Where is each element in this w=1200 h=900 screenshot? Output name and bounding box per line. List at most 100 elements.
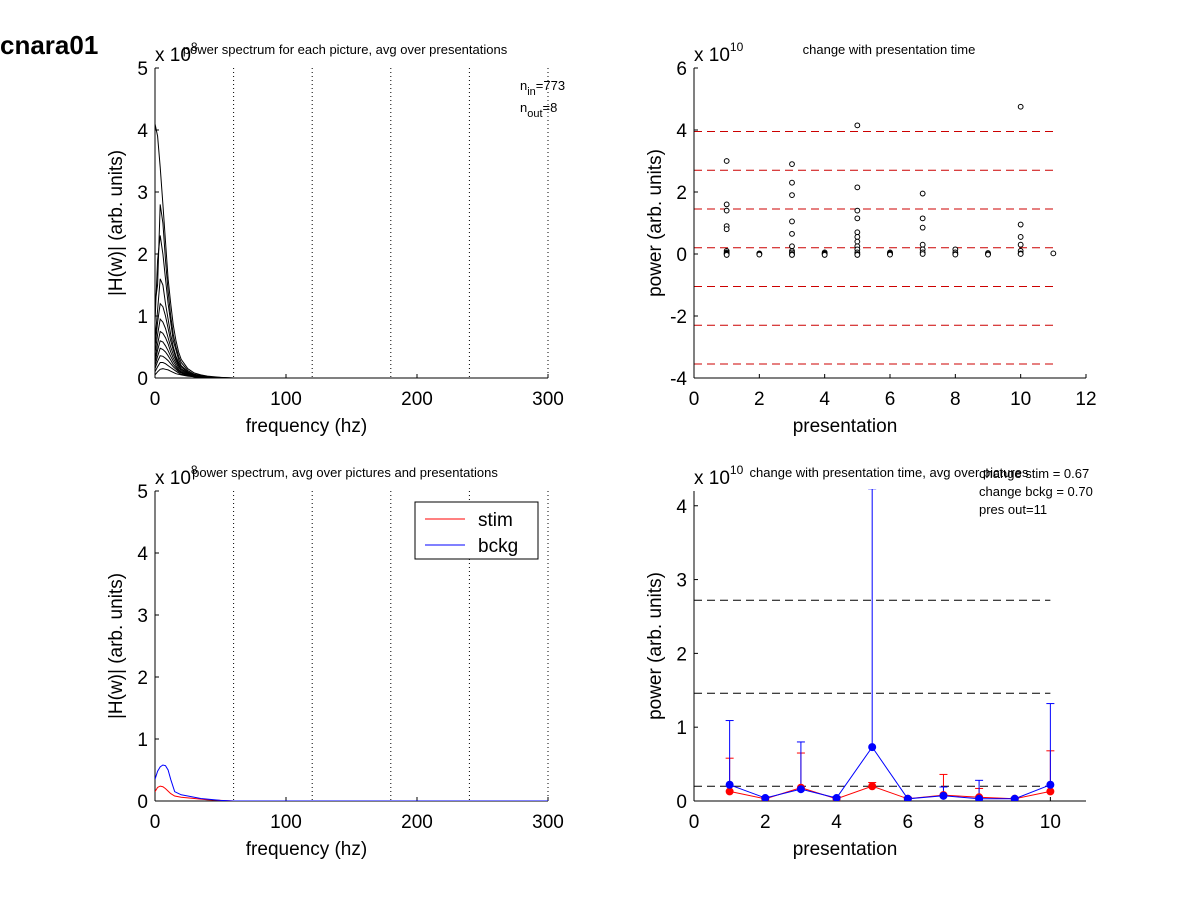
data-point bbox=[723, 252, 730, 258]
x-tick-label: 200 bbox=[401, 389, 433, 410]
x-tick-label: 8 bbox=[950, 389, 961, 410]
x-tick-label: 100 bbox=[270, 389, 302, 410]
y-tick-label: 1 bbox=[137, 307, 148, 328]
x-tick-label: 100 bbox=[270, 812, 302, 833]
series-line-stim bbox=[155, 785, 548, 801]
x-tick-label: 0 bbox=[689, 389, 700, 410]
y-axis-label: |H(w)| (arb. units) bbox=[106, 150, 127, 296]
data-point bbox=[1017, 241, 1024, 248]
y-tick-label: 4 bbox=[676, 121, 687, 142]
data-point bbox=[854, 238, 861, 245]
data-point bbox=[789, 161, 795, 168]
x-axis-label: frequency (hz) bbox=[246, 839, 367, 860]
data-point-bckg bbox=[939, 791, 948, 800]
data-point bbox=[1050, 250, 1057, 257]
y-tick-label: 3 bbox=[676, 571, 687, 592]
axis-exponent-label: x 108 bbox=[155, 40, 198, 66]
y-tick-label: 6 bbox=[676, 59, 687, 80]
x-tick-label: 200 bbox=[401, 812, 433, 833]
y-axis-label: power (arb. units) bbox=[645, 149, 666, 297]
y-tick-label: 5 bbox=[137, 59, 148, 80]
y-tick-label: 2 bbox=[137, 245, 148, 266]
x-axis-label: presentation bbox=[793, 416, 898, 437]
series-line-2 bbox=[155, 235, 548, 378]
annotation-sub: in bbox=[527, 86, 536, 98]
data-point bbox=[919, 251, 926, 257]
data-point-bckg bbox=[832, 794, 841, 801]
annotation: pres out=11 bbox=[979, 502, 1047, 517]
y-tick-label: 4 bbox=[137, 121, 148, 142]
x-tick-label: 4 bbox=[819, 389, 830, 410]
data-point bbox=[854, 252, 861, 258]
annotation-out: nout=8 bbox=[520, 100, 557, 120]
annotation-base: n bbox=[520, 78, 527, 93]
annotation-value: =8 bbox=[543, 100, 558, 115]
annotation-sub: out bbox=[527, 108, 542, 120]
y-tick-label: 2 bbox=[676, 183, 687, 204]
y-tick-label: 5 bbox=[137, 482, 148, 503]
y-tick-label: 2 bbox=[676, 644, 687, 665]
x-tick-label: 2 bbox=[760, 812, 771, 833]
y-tick-label: 1 bbox=[137, 730, 148, 751]
series-line-1 bbox=[155, 204, 548, 378]
exponent-base: x 10 bbox=[694, 45, 730, 66]
data-point bbox=[919, 215, 926, 222]
figure-title: cnara01 bbox=[0, 30, 99, 60]
annotation-in: nin=773 bbox=[520, 78, 565, 98]
legend: stim bckg bbox=[414, 501, 539, 560]
annotation: change stim = 0.67 bbox=[979, 466, 1089, 481]
y-tick-label: 3 bbox=[137, 606, 148, 627]
data-point bbox=[756, 251, 763, 258]
plot-title: change with presentation time bbox=[803, 42, 976, 57]
data-point bbox=[854, 207, 861, 214]
data-point-stim bbox=[725, 787, 734, 796]
y-tick-label: 0 bbox=[676, 245, 687, 266]
data-point bbox=[919, 190, 926, 197]
data-point bbox=[1017, 251, 1024, 257]
series-line-3 bbox=[155, 278, 548, 378]
data-point bbox=[821, 252, 828, 258]
data-point-bckg bbox=[975, 794, 984, 801]
series-line-10 bbox=[155, 362, 548, 378]
y-tick-label: -2 bbox=[670, 307, 687, 328]
data-point-bckg bbox=[796, 785, 805, 794]
data-point bbox=[789, 192, 795, 199]
series-line-bckg bbox=[155, 764, 548, 801]
x-tick-label: 0 bbox=[689, 812, 700, 833]
series-line-4 bbox=[155, 302, 548, 378]
data-point-stim bbox=[868, 782, 877, 791]
x-tick-label: 10 bbox=[1040, 812, 1061, 833]
data-point-bckg bbox=[903, 794, 912, 801]
exponent-base: x 10 bbox=[155, 468, 191, 489]
y-tick-label: -4 bbox=[670, 369, 687, 390]
data-point bbox=[854, 229, 861, 236]
data-point bbox=[789, 243, 795, 250]
x-tick-label: 12 bbox=[1075, 389, 1096, 410]
plot-title: change with presentation time, avg over … bbox=[750, 465, 1029, 480]
plot-title: power spectrum, avg over pictures and pr… bbox=[192, 465, 498, 480]
data-point bbox=[789, 230, 795, 237]
data-point bbox=[723, 207, 730, 214]
data-point bbox=[919, 224, 926, 231]
x-tick-label: 4 bbox=[831, 812, 842, 833]
y-tick-label: 2 bbox=[137, 668, 148, 689]
data-layer bbox=[155, 764, 548, 801]
legend-box bbox=[414, 501, 539, 560]
data-point bbox=[985, 251, 991, 258]
annotation-value: =773 bbox=[536, 78, 565, 93]
data-point bbox=[854, 184, 861, 191]
plot-p2: 0 2 4 6 8 10 12 -4 -2 0 2 4 6 presentation power (arb.… bbox=[645, 40, 1097, 437]
series-line-6 bbox=[155, 330, 548, 378]
x-tick-label: 10 bbox=[1010, 389, 1031, 410]
data-point bbox=[789, 179, 795, 186]
series-line-0 bbox=[155, 123, 548, 378]
series-line-11 bbox=[155, 368, 548, 378]
y-tick-label: 4 bbox=[137, 544, 148, 565]
data-point bbox=[854, 234, 861, 240]
data-point bbox=[854, 122, 861, 129]
exponent-power: 10 bbox=[730, 463, 744, 477]
data-point bbox=[723, 226, 730, 233]
data-point bbox=[952, 251, 959, 258]
data-point-bckg bbox=[1010, 794, 1019, 801]
